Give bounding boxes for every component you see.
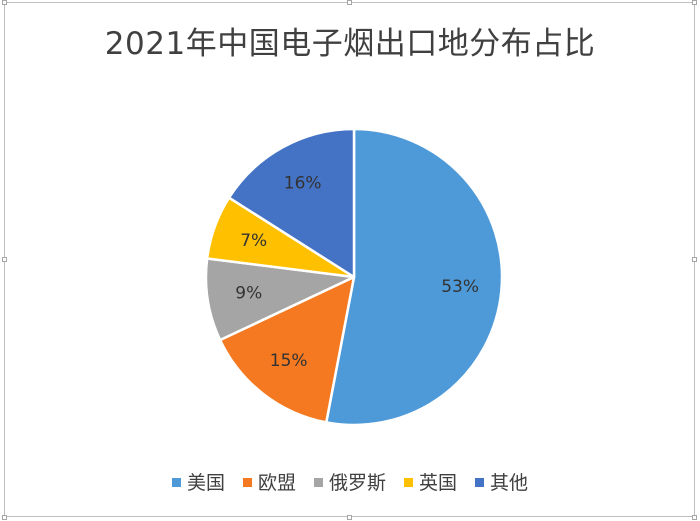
resize-handle-bottom-center[interactable] [347,515,352,520]
chart-legend: 美国 欧盟 俄罗斯 英国 其他 [0,468,700,495]
chart-title: 2021年中国电子烟出口地分布占比 [104,26,596,62]
legend-swatch-0 [171,478,181,487]
legend-swatch-1 [242,478,252,487]
legend-swatch-4 [475,478,485,487]
data-label-2: 9% [235,284,262,304]
legend-item-2[interactable]: 俄罗斯 [313,468,386,495]
legend-item-4[interactable]: 其他 [475,468,528,495]
data-label-1: 15% [270,351,308,371]
resize-handle-middle-right[interactable] [692,257,697,262]
pie-slice-2[interactable] [204,257,356,342]
legend-label-4: 其他 [490,472,529,494]
resize-handle-top-left[interactable] [2,0,7,5]
resize-handle-top-center[interactable] [347,0,352,5]
legend-swatch-2 [313,478,323,487]
resize-handle-bottom-left[interactable] [2,515,7,520]
legend-label-2: 俄罗斯 [328,472,386,494]
legend-item-1[interactable]: 欧盟 [242,468,296,495]
data-label-0: 53% [441,277,479,297]
resize-handle-middle-left[interactable] [2,257,7,262]
legend-label-1: 欧盟 [257,472,296,494]
legend-swatch-3 [404,478,413,487]
data-label-4: 16% [284,174,322,194]
pie-slice-0[interactable] [325,127,504,427]
legend-label-3: 英国 [419,472,458,494]
resize-handle-bottom-right[interactable] [692,515,697,520]
pie-slice-1[interactable] [218,275,356,424]
pie-slice-4[interactable] [227,127,356,279]
resize-handle-top-right[interactable] [692,0,697,5]
legend-item-0[interactable]: 美国 [171,468,225,495]
legend-item-3[interactable]: 英国 [404,468,457,495]
data-label-3: 7% [240,231,267,251]
legend-label-0: 美国 [186,472,225,494]
